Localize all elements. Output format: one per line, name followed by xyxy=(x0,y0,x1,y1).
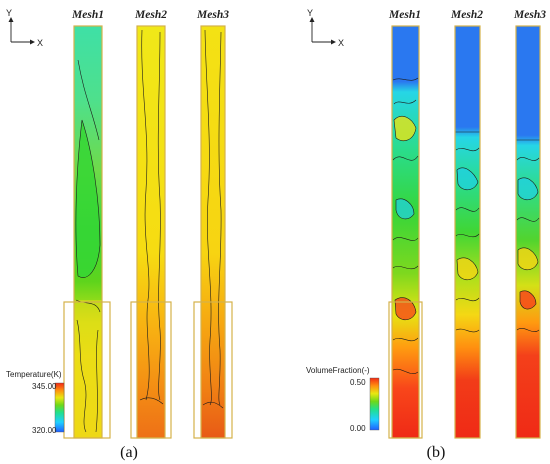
axis-triad-b: Y X xyxy=(307,8,344,48)
axis-y-label: Y xyxy=(6,8,12,18)
column-title-mesh2-b: Mesh2 xyxy=(450,9,483,21)
colorbar-a: Temperature(K) 345.00 320.00 xyxy=(6,370,65,435)
column-title-mesh3: Mesh3 xyxy=(196,9,229,21)
colorbar-a-title: Temperature(K) xyxy=(6,370,62,379)
colorbar-b-title: VolumeFraction(-) xyxy=(306,366,370,375)
axis-y-label-b: Y xyxy=(307,8,313,18)
column-b-mesh3 xyxy=(515,25,541,439)
column-title-mesh1: Mesh1 xyxy=(71,9,104,21)
colorbar-b-min: 0.00 xyxy=(350,424,366,433)
colorbar-b-max: 0.50 xyxy=(350,378,366,387)
column-b-mesh1 xyxy=(388,25,423,439)
column-a-mesh3 xyxy=(193,25,233,439)
axis-x-label: X xyxy=(37,38,43,48)
axis-triad-a: Y X xyxy=(6,8,43,48)
colorbar-a-max: 345.00 xyxy=(32,382,57,391)
column-title-mesh1-b: Mesh1 xyxy=(388,9,421,21)
column-b-mesh2 xyxy=(454,25,481,439)
column-title-mesh3-b: Mesh3 xyxy=(513,9,546,21)
caption-a: (a) xyxy=(120,444,138,461)
panel-b: Y X Mesh1 Mesh2 Mesh3 xyxy=(306,8,546,461)
column-a-mesh2 xyxy=(130,25,172,439)
caption-b: (b) xyxy=(427,444,446,461)
column-a-mesh1 xyxy=(63,25,111,439)
colorbar-a-min: 320.00 xyxy=(32,426,57,435)
column-title-mesh2: Mesh2 xyxy=(134,9,167,21)
panel-a: Y X Mesh1 Mesh2 Mesh3 xyxy=(6,8,233,461)
axis-x-label-b: X xyxy=(338,38,344,48)
colorbar-b: VolumeFraction(-) 0.50 0.00 xyxy=(306,366,380,433)
